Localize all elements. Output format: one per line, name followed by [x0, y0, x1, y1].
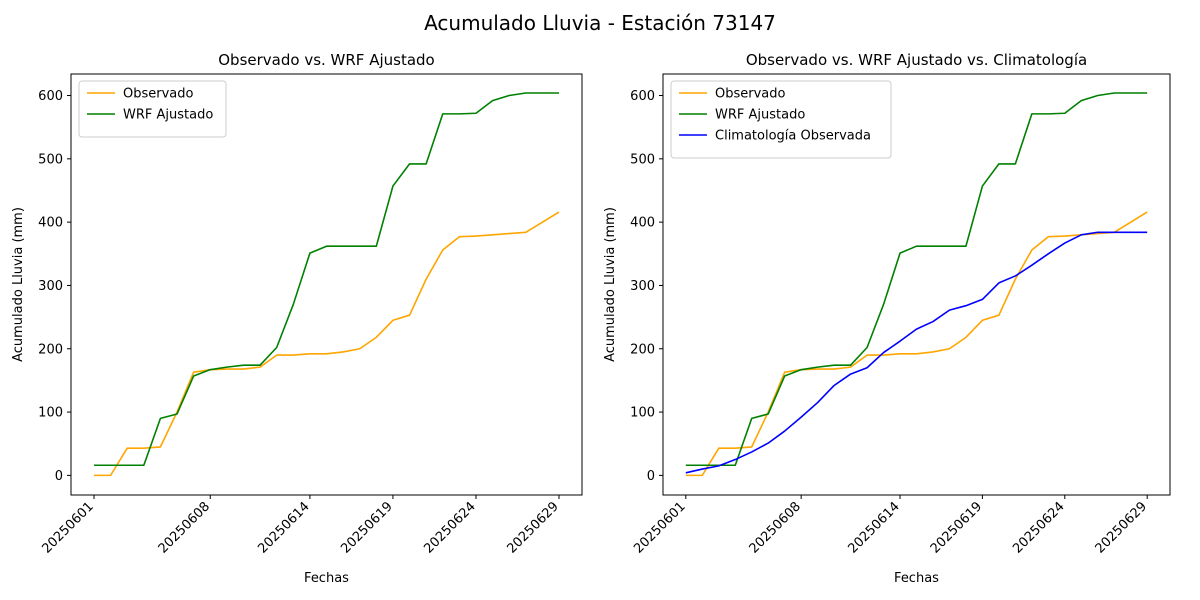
x-tick-label: 20250614 — [845, 499, 902, 556]
x-tick-label: 20250614 — [255, 499, 312, 556]
x-tick-label: 20250608 — [747, 499, 804, 556]
x-tick-label: 20250601 — [39, 499, 96, 556]
series-line-observado — [685, 211, 1148, 477]
y-tick-label: 100 — [630, 406, 655, 421]
series-line-wrf-ajustado — [685, 92, 1148, 467]
legend-box — [670, 80, 892, 159]
legend-entry-observado: Observado — [123, 87, 194, 102]
figure-title: Acumulado Lluvia - Estación 73147 — [424, 11, 776, 35]
y-tick-label: 200 — [38, 342, 63, 357]
legend-box — [78, 80, 227, 138]
y-tick-label: 0 — [647, 469, 655, 484]
y-tick-label: 500 — [38, 152, 63, 167]
y-tick-label: 600 — [630, 89, 655, 104]
x-axis-label: Fechas — [304, 571, 349, 586]
x-tick-label: 20250619 — [338, 499, 395, 556]
x-tick-label: 20250629 — [504, 499, 561, 556]
y-tick-label: 300 — [630, 279, 655, 294]
y-tick-label: 500 — [630, 152, 655, 167]
y-tick-label: 300 — [38, 279, 63, 294]
chart-title: Observado vs. WRF Ajustado — [218, 51, 434, 69]
y-tick-label: 600 — [38, 89, 63, 104]
legend-entry-wrf-ajustado: WRF Ajustado — [715, 108, 805, 123]
legend-entry-climatologia-observada: Climatología Observada — [715, 129, 871, 144]
y-tick-label: 400 — [630, 216, 655, 231]
x-tick-label: 20250624 — [1010, 499, 1067, 556]
chart-right: Observado vs. WRF Ajustado vs. Climatolo… — [603, 51, 1171, 586]
chart-left: Observado vs. WRF Ajustado 0 100 200 300 400 5… — [11, 51, 583, 586]
y-tick-label: 100 — [38, 406, 63, 421]
y-tick-label: 0 — [55, 469, 63, 484]
legend-entry-observado: Observado — [715, 87, 786, 102]
x-tick-label: 20250624 — [421, 499, 478, 556]
x-tick-label: 20250601 — [631, 499, 688, 556]
series-line-wrf-ajustado — [94, 92, 559, 467]
y-axis-label: Acumulado Lluvia (mm) — [603, 207, 618, 362]
x-axis-label: Fechas — [894, 571, 939, 586]
x-tick-label: 20250619 — [928, 499, 985, 556]
x-tick-label: 20250608 — [156, 499, 213, 556]
x-tick-label: 20250629 — [1093, 499, 1150, 556]
y-tick-label: 200 — [630, 342, 655, 357]
y-tick-label: 400 — [38, 216, 63, 231]
chart-title: Observado vs. WRF Ajustado vs. Climatolo… — [746, 51, 1087, 69]
legend-entry-wrf-ajustado: WRF Ajustado — [123, 108, 213, 123]
y-axis-label: Acumulado Lluvia (mm) — [11, 207, 26, 362]
legend: Observado WRF Ajustado Climatología Observ… — [670, 80, 892, 159]
series-line-observado — [94, 211, 560, 477]
series-line-climatologia-observada — [685, 231, 1148, 474]
legend: Observado WRF Ajustado — [78, 80, 227, 138]
plot-frame — [662, 73, 1171, 496]
plot-frame — [70, 73, 583, 496]
